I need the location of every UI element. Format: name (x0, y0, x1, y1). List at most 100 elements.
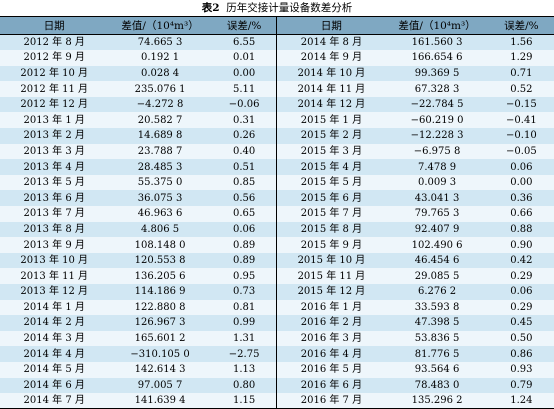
right-date-cell: 2015 年 5 月 (276, 174, 386, 191)
table-row: 2013 年 5 月 55.375 0 0.85 2015 年 5 月 0.009 3 0… (0, 174, 554, 191)
left-error-cell: 0.80 (232, 379, 256, 391)
left-date-cell: 2013 年 6 月 (23, 192, 85, 204)
table-row: 2013 年 9 月 108.148 0 0.89 2015 年 9 月 102.490… (0, 237, 554, 253)
table-row: 2014 年 7 月 141.639 4 1.15 2016 年 7 月 135.296… (0, 393, 554, 409)
left-diff-cell: 97.005 7 (137, 379, 183, 391)
right-error-cell: 0.45 (510, 317, 533, 329)
left-error-cell: 0.06 (232, 223, 256, 235)
left-date-cell: 2013 年 11 月 (20, 270, 89, 282)
right-error-cell: −0.41 (506, 114, 537, 126)
left-date-cell: 2013 年 5 月 (23, 177, 85, 189)
left-diff-cell: 23.788 7 (137, 145, 183, 157)
left-error-cell: 0.85 (232, 177, 256, 189)
left-error-cell: 6.55 (232, 37, 256, 49)
right-error-cell: 0.93 (510, 364, 533, 376)
left-error-cell: 0.31 (232, 114, 256, 126)
left-error-cell: 0.00 (232, 67, 256, 79)
left-diff-cell: 0.028 4 (140, 67, 180, 79)
left-error-cell: 0.81 (232, 301, 256, 313)
right-error-cell: −0.10 (506, 130, 537, 142)
data-table: 日期 差值/（10⁴m³） 误差/% 日期 差值/（10⁴m³） 误差/% 20… (0, 16, 554, 409)
table-row: 2014 年 3 月 165.601 2 1.31 2016 年 3 月 53.836 … (0, 330, 554, 347)
left-error-cell: 0.51 (232, 161, 256, 173)
left-date-cell: 2014 年 3 月 (23, 333, 85, 345)
right-date-cell: 2016 年 4 月 (276, 346, 386, 362)
caption-label: 表2 (201, 2, 220, 14)
right-diff-cell: 43.041 3 (414, 192, 460, 204)
left-date-cell: 2013 年 9 月 (23, 239, 85, 251)
left-date-cell: 2012 年 11 月 (20, 83, 89, 95)
right-diff-cell: −12.228 3 (410, 130, 464, 142)
left-diff-cell: 114.186 9 (134, 286, 186, 298)
left-diff-cell: 74.665 3 (137, 37, 183, 49)
caption-title: 历年交接计量设备数差分析 (226, 2, 353, 14)
header-date-right: 日期 (276, 16, 386, 35)
left-error-cell: 0.56 (232, 192, 256, 204)
table-row: 2014 年 2 月 126.967 3 0.99 2016 年 2 月 47.398 … (0, 315, 554, 331)
left-date-cell: 2014 年 1 月 (23, 301, 85, 313)
left-error-cell: 0.95 (232, 270, 256, 282)
right-date-cell: 2016 年 6 月 (276, 377, 386, 394)
right-diff-cell: −6.975 8 (413, 145, 461, 157)
right-error-cell: 1.56 (510, 37, 533, 49)
right-error-cell: −0.05 (506, 145, 537, 157)
right-error-cell: 0.90 (510, 239, 533, 251)
table-row: 2013 年 2 月 14.689 8 0.26 2015 年 2 月 −12.228 … (0, 128, 554, 144)
right-date-cell: 2014 年 9 月 (276, 50, 386, 66)
left-date-cell: 2013 年 4 月 (23, 161, 85, 173)
right-date-cell: 2016 年 5 月 (276, 361, 386, 378)
left-error-cell: 0.40 (232, 145, 256, 157)
header-diff-right: 差值/（10⁴m³） (385, 16, 489, 35)
right-error-cell: 0.50 (510, 333, 533, 345)
right-date-cell: 2015 年 2 月 (276, 128, 386, 144)
left-error-cell: 0.65 (232, 208, 256, 220)
right-date-cell: 2015 年 12 月 (276, 284, 386, 300)
header-date-left: 日期 (0, 16, 109, 35)
right-error-cell: 0.36 (510, 192, 533, 204)
left-diff-cell: 165.601 2 (134, 333, 186, 345)
left-error-cell: 0.99 (232, 317, 256, 329)
left-error-cell: 1.31 (232, 333, 256, 345)
left-date-cell: 2013 年 1 月 (23, 114, 85, 126)
left-diff-cell: 14.689 8 (137, 130, 183, 142)
table-row: 2014 年 6 月 97.005 7 0.80 2016 年 6 月 78.483 0… (0, 377, 554, 394)
left-diff-cell: 235.076 1 (134, 83, 186, 95)
header-row: 日期 差值/（10⁴m³） 误差/% 日期 差值/（10⁴m³） 误差/% (0, 16, 554, 35)
right-diff-cell: 78.483 0 (414, 379, 460, 391)
right-date-cell: 2015 年 7 月 (276, 206, 386, 222)
left-error-cell: −2.75 (228, 348, 260, 360)
right-diff-cell: 93.564 6 (414, 364, 460, 376)
left-error-cell: 1.13 (232, 364, 256, 376)
right-error-cell: 0.06 (510, 161, 533, 173)
right-diff-cell: −60.219 0 (410, 114, 464, 126)
header-error-left: 误差/% (211, 16, 277, 35)
table-row: 2014 年 1 月 122.880 8 0.81 2016 年 1 月 33.593 … (0, 299, 554, 316)
right-date-cell: 2015 年 10 月 (276, 252, 386, 269)
table-row: 2012 年 12 月 −4.272 8 −0.06 2014 年 12 月 −22.7… (0, 96, 554, 113)
table-row: 2013 年 11 月 136.205 6 0.95 2015 年 11 月 29.08… (0, 268, 554, 284)
left-date-cell: 2013 年 3 月 (23, 145, 85, 157)
right-error-cell: 0.66 (510, 208, 533, 220)
left-date-cell: 2012 年 10 月 (20, 67, 89, 79)
table-row: 2013 年 8 月 4.806 5 0.06 2015 年 8 月 92.407 9 0… (0, 221, 554, 238)
table-row: 2013 年 1 月 20.582 7 0.31 2015 年 1 月 −60.219 … (0, 112, 554, 129)
left-diff-cell: 46.963 6 (137, 208, 183, 220)
left-date-cell: 2013 年 12 月 (20, 286, 89, 298)
table-caption: 表2 历年交接计量设备数差分析 (0, 0, 554, 16)
right-diff-cell: 33.593 8 (414, 301, 460, 313)
left-error-cell: 1.15 (211, 393, 277, 409)
right-diff-cell: 7.478 9 (417, 161, 457, 173)
left-date-cell: 2014 年 6 月 (23, 379, 85, 391)
right-date-cell: 2015 年 4 月 (276, 159, 386, 175)
left-diff-cell: 0.192 1 (140, 52, 180, 64)
right-date-cell: 2016 年 2 月 (276, 315, 386, 331)
right-date-cell: 2014 年 10 月 (276, 65, 386, 82)
right-diff-cell: 67.328 3 (414, 83, 460, 95)
left-diff-cell: 108.148 0 (134, 239, 186, 251)
left-error-cell: 5.11 (232, 83, 256, 95)
right-date-cell: 2014 年 8 月 (276, 34, 386, 51)
right-error-cell: 0.71 (510, 67, 533, 79)
right-diff-cell: −22.784 5 (410, 99, 464, 111)
right-diff-cell: 0.009 3 (417, 177, 457, 189)
right-date-cell: 2015 年 9 月 (276, 237, 386, 253)
